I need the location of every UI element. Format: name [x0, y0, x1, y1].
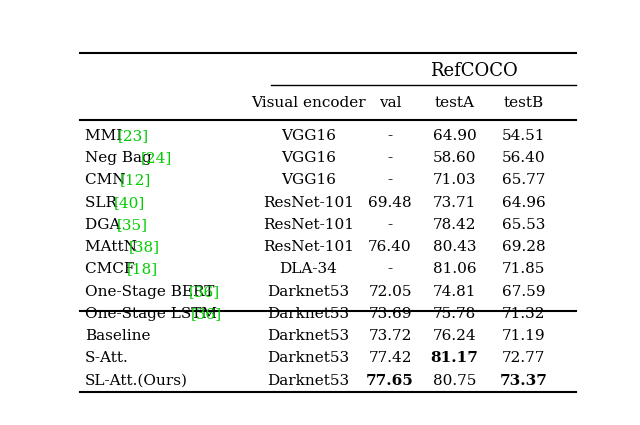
- Text: 71.32: 71.32: [502, 307, 546, 321]
- Text: -: -: [387, 218, 392, 232]
- Text: [12]: [12]: [120, 173, 152, 187]
- Text: Visual encoder: Visual encoder: [251, 96, 365, 110]
- Text: 65.77: 65.77: [502, 173, 546, 187]
- Text: [36]: [36]: [189, 285, 220, 299]
- Text: [23]: [23]: [118, 129, 148, 143]
- Text: Darknet53: Darknet53: [267, 307, 349, 321]
- Text: testB: testB: [504, 96, 544, 110]
- Text: testA: testA: [435, 96, 474, 110]
- Text: ResNet-101: ResNet-101: [262, 218, 354, 232]
- Text: Darknet53: Darknet53: [267, 351, 349, 366]
- Text: -: -: [387, 173, 392, 187]
- Text: 58.60: 58.60: [433, 151, 476, 165]
- Text: RefCOCO: RefCOCO: [431, 62, 518, 80]
- Text: MAttN: MAttN: [85, 240, 141, 254]
- Text: [35]: [35]: [116, 218, 147, 232]
- Text: MMI: MMI: [85, 129, 127, 143]
- Text: val: val: [379, 96, 401, 110]
- Text: 73.69: 73.69: [368, 307, 412, 321]
- Text: 54.51: 54.51: [502, 129, 546, 143]
- Text: 71.03: 71.03: [433, 173, 476, 187]
- Text: Neg Bag: Neg Bag: [85, 151, 157, 165]
- Text: VGG16: VGG16: [281, 129, 335, 143]
- Text: 73.37: 73.37: [500, 374, 548, 388]
- Text: SL-Att.(Ours): SL-Att.(Ours): [85, 374, 188, 388]
- Text: -: -: [387, 151, 392, 165]
- Text: 75.78: 75.78: [433, 307, 476, 321]
- Text: CMCF: CMCF: [85, 262, 140, 276]
- Text: DGA: DGA: [85, 218, 125, 232]
- Text: 81.06: 81.06: [433, 262, 476, 276]
- Text: -: -: [387, 262, 392, 276]
- Text: [18]: [18]: [127, 262, 158, 276]
- Text: 64.96: 64.96: [502, 196, 546, 210]
- Text: 71.85: 71.85: [502, 262, 546, 276]
- Text: 76.40: 76.40: [368, 240, 412, 254]
- Text: -: -: [387, 129, 392, 143]
- Text: [38]: [38]: [129, 240, 160, 254]
- Text: SLR: SLR: [85, 196, 122, 210]
- Text: CMN: CMN: [85, 173, 131, 187]
- Text: 71.19: 71.19: [502, 329, 546, 343]
- Text: 69.28: 69.28: [502, 240, 546, 254]
- Text: 80.75: 80.75: [433, 374, 476, 388]
- Text: [40]: [40]: [113, 196, 145, 210]
- Text: 73.72: 73.72: [368, 329, 412, 343]
- Text: 56.40: 56.40: [502, 151, 546, 165]
- Text: 76.24: 76.24: [433, 329, 476, 343]
- Text: [36]: [36]: [191, 307, 222, 321]
- Text: ResNet-101: ResNet-101: [262, 196, 354, 210]
- Text: 65.53: 65.53: [502, 218, 546, 232]
- Text: 69.48: 69.48: [368, 196, 412, 210]
- Text: Baseline: Baseline: [85, 329, 150, 343]
- Text: 64.90: 64.90: [433, 129, 476, 143]
- Text: 74.81: 74.81: [433, 285, 476, 299]
- Text: One-Stage LSTM: One-Stage LSTM: [85, 307, 222, 321]
- Text: 67.59: 67.59: [502, 285, 546, 299]
- Text: Darknet53: Darknet53: [267, 374, 349, 388]
- Text: 78.42: 78.42: [433, 218, 476, 232]
- Text: 77.42: 77.42: [368, 351, 412, 366]
- Text: VGG16: VGG16: [281, 151, 335, 165]
- Text: 77.65: 77.65: [366, 374, 414, 388]
- Text: DLA-34: DLA-34: [279, 262, 337, 276]
- Text: 72.05: 72.05: [368, 285, 412, 299]
- Text: VGG16: VGG16: [281, 173, 335, 187]
- Text: 73.71: 73.71: [433, 196, 476, 210]
- Text: 81.17: 81.17: [431, 351, 479, 366]
- Text: Darknet53: Darknet53: [267, 329, 349, 343]
- Text: 72.77: 72.77: [502, 351, 546, 366]
- Text: 80.43: 80.43: [433, 240, 476, 254]
- Text: Darknet53: Darknet53: [267, 285, 349, 299]
- Text: [24]: [24]: [140, 151, 172, 165]
- Text: One-Stage BERT: One-Stage BERT: [85, 285, 220, 299]
- Text: ResNet-101: ResNet-101: [262, 240, 354, 254]
- Text: S-Att.: S-Att.: [85, 351, 129, 366]
